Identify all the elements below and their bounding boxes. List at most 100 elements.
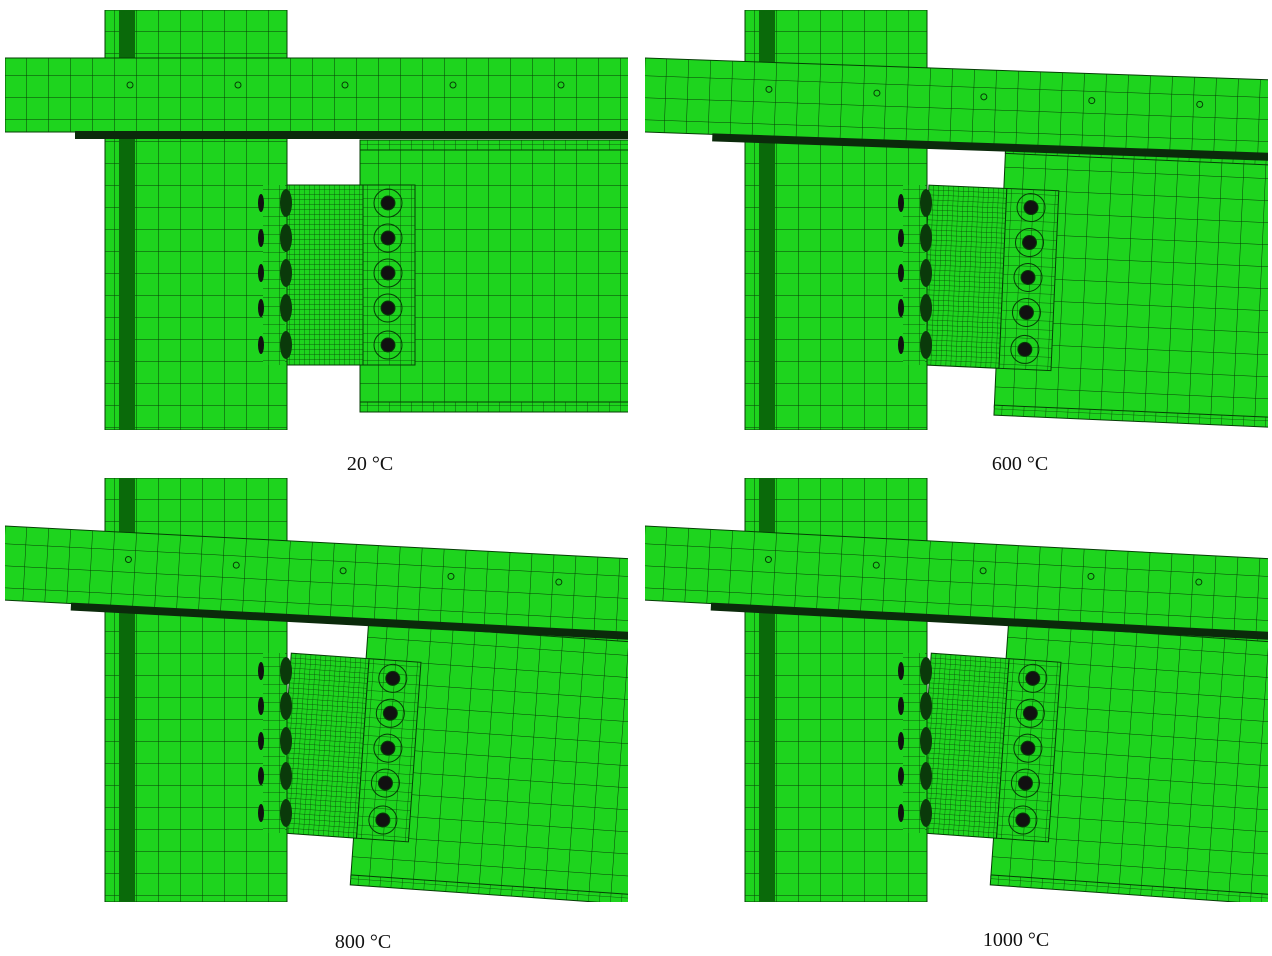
bolt: [1025, 670, 1041, 686]
column-flange-edge: [263, 185, 285, 365]
bolt: [380, 230, 396, 246]
slab: [645, 57, 1268, 162]
bolt: [1023, 200, 1039, 216]
bolt: [385, 670, 401, 686]
fin-plate: [284, 184, 364, 366]
weld: [280, 189, 292, 217]
stud: [447, 572, 455, 580]
caption: 800 °C: [335, 931, 391, 953]
fe-panel: [645, 478, 1268, 902]
bolt: [1022, 235, 1038, 251]
fe-panel: [645, 10, 1268, 430]
slab-underside: [75, 131, 628, 139]
bolt-ring: [375, 698, 405, 728]
slab-underside: [712, 133, 1268, 162]
bolt: [375, 812, 391, 828]
slab: [645, 525, 1268, 642]
bolt-ring: [1008, 805, 1038, 835]
weld: [280, 294, 292, 322]
weld: [920, 657, 932, 685]
weld: [920, 189, 932, 217]
weld: [920, 762, 932, 790]
weld: [280, 224, 292, 252]
stud: [980, 93, 988, 101]
stud: [339, 567, 347, 575]
bolt-ring: [373, 258, 403, 288]
stud: [1196, 100, 1204, 108]
beam: [918, 613, 1268, 902]
column-bolt: [258, 264, 264, 282]
caption: 600 °C: [992, 453, 1048, 475]
slab-body: [5, 57, 628, 133]
bolt: [380, 265, 396, 281]
fe-panel: [5, 10, 628, 430]
column-bolt: [258, 804, 264, 822]
bolt-ring: [1013, 733, 1043, 763]
weld: [280, 259, 292, 287]
stud: [557, 81, 565, 89]
bolt: [1018, 304, 1034, 320]
stud: [764, 556, 772, 564]
column-bolt: [898, 229, 904, 247]
weld: [920, 727, 932, 755]
stud: [765, 85, 773, 93]
stud: [449, 81, 457, 89]
column-bolt: [898, 662, 904, 680]
weld: [280, 657, 292, 685]
bolt-ring: [370, 768, 400, 798]
column-bolt: [258, 662, 264, 680]
column-flange-edge: [903, 653, 925, 833]
stud: [979, 567, 987, 575]
column-bolt: [258, 697, 264, 715]
weld: [280, 762, 292, 790]
bolt-ring: [368, 805, 398, 835]
slab: [5, 57, 628, 139]
beam-bottom-flange: [359, 401, 628, 413]
bolt-ring: [1011, 297, 1041, 327]
column-bolt: [898, 299, 904, 317]
column-bolt: [898, 194, 904, 212]
bolt: [1015, 812, 1031, 828]
bolt: [377, 775, 393, 791]
bolt-ring: [1015, 698, 1045, 728]
fin-plate: [920, 184, 1008, 369]
bolt: [380, 195, 396, 211]
weld: [280, 799, 292, 827]
bolt: [1022, 705, 1038, 721]
bolt-ring: [373, 293, 403, 323]
column-bolt: [898, 336, 904, 354]
weld: [920, 259, 932, 287]
beam: [920, 142, 1268, 429]
column-bolt: [898, 264, 904, 282]
caption: 20 °C: [347, 453, 393, 475]
stud: [232, 561, 240, 569]
bolt-ring: [1018, 663, 1048, 693]
weld: [920, 331, 932, 359]
bolt: [1020, 740, 1036, 756]
beam-bottom-flange: [993, 404, 1268, 429]
stud: [341, 81, 349, 89]
weld: [920, 799, 932, 827]
stud: [555, 578, 563, 586]
stud: [873, 89, 881, 97]
column-flange-edge: [903, 185, 925, 365]
stud: [124, 556, 132, 564]
beam-bottom-flange: [989, 874, 1268, 902]
bolt-ring: [373, 223, 403, 253]
beam-top-flange: [359, 139, 628, 151]
column-bolt: [258, 767, 264, 785]
column-bolt: [898, 767, 904, 785]
weld: [280, 692, 292, 720]
bolt-ring: [378, 663, 408, 693]
column-bolt: [898, 697, 904, 715]
bolt-ring: [1010, 334, 1040, 364]
column-flange-edge: [263, 653, 285, 833]
column-bolt: [898, 804, 904, 822]
slab-underside: [710, 602, 1268, 642]
bolt: [380, 337, 396, 353]
bolt-ring: [1013, 262, 1043, 292]
stud: [1195, 578, 1203, 586]
fin-plate: [278, 652, 370, 839]
weld: [920, 294, 932, 322]
